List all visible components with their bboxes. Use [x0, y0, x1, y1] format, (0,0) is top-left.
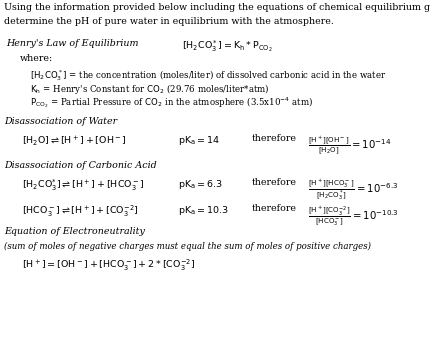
- Text: $\mathrm{K_h}$ = Henry's Constant for $\mathrm{CO_2}$ (29.76 moles/liter*atm): $\mathrm{K_h}$ = Henry's Constant for $\…: [30, 82, 269, 96]
- Text: Disassociation of Water: Disassociation of Water: [4, 117, 117, 126]
- Text: $[\mathrm{H_2CO_3^*}] = \mathrm{K_h}*\mathrm{P_{CO_2}}$: $[\mathrm{H_2CO_3^*}] = \mathrm{K_h}*\ma…: [181, 39, 272, 54]
- Text: $[\mathrm{HCO_3^-}] \rightleftharpoons [\mathrm{H^+}] +[\mathrm{CO_3^{-2}}]$: $[\mathrm{HCO_3^-}] \rightleftharpoons […: [22, 204, 138, 219]
- Text: Equation of Electroneutrality: Equation of Electroneutrality: [4, 227, 144, 236]
- Text: determine the pH of pure water in equilibrium with the atmosphere.: determine the pH of pure water in equili…: [4, 18, 333, 27]
- Text: $[\mathrm{H_2CO_3^{*}}] \rightleftharpoons [\mathrm{H^+}] +[\mathrm{HCO_3^-}]$: $[\mathrm{H_2CO_3^{*}}] \rightleftharpoo…: [22, 178, 144, 193]
- Text: therefore: therefore: [252, 134, 296, 143]
- Text: $\mathrm{pK_a} = 14$: $\mathrm{pK_a} = 14$: [178, 134, 219, 147]
- Text: $\frac{[\mathrm{H^+}][\mathrm{CO_3^{-2}}]}{[\mathrm{HCO_3^-}]} = 10^{-10.3}$: $\frac{[\mathrm{H^+}][\mathrm{CO_3^{-2}}…: [307, 204, 398, 228]
- Text: $[\mathrm{H^+}] = [\mathrm{OH^-}] + [\mathrm{HCO_3^-}] + 2*[\mathrm{CO_3^{-2}}]$: $[\mathrm{H^+}] = [\mathrm{OH^-}] + [\ma…: [22, 258, 195, 273]
- Text: $\frac{[\mathrm{H^+}][\mathrm{OH^-}]}{[\mathrm{H_2O}]} = 10^{-14}$: $\frac{[\mathrm{H^+}][\mathrm{OH^-}]}{[\…: [307, 134, 390, 157]
- Text: $[\mathrm{H_2CO_3^*}]$ = the concentration (moles/liter) of dissolved carbonic a: $[\mathrm{H_2CO_3^*}]$ = the concentrati…: [30, 68, 386, 83]
- Text: Disassociation of Carbonic Acid: Disassociation of Carbonic Acid: [4, 161, 157, 170]
- Text: $\frac{[\mathrm{H^+}][\mathrm{HCO_3^-}]}{[\mathrm{H_2CO_3^*}]} = 10^{-6.3}$: $\frac{[\mathrm{H^+}][\mathrm{HCO_3^-}]}…: [307, 178, 397, 202]
- Text: therefore: therefore: [252, 178, 296, 187]
- Text: Using the information provided below including the equations of chemical equilib: Using the information provided below inc…: [4, 3, 430, 12]
- Text: $\mathrm{pK_a} = 10.3$: $\mathrm{pK_a} = 10.3$: [178, 204, 228, 217]
- Text: Henry's Law of Equilibrium: Henry's Law of Equilibrium: [6, 39, 138, 48]
- Text: $\mathrm{pK_a} = 6.3$: $\mathrm{pK_a} = 6.3$: [178, 178, 222, 191]
- Text: where:: where:: [20, 54, 53, 63]
- Text: $\mathrm{P_{CO_2}}$ = Partial Pressure of $\mathrm{CO_2}$ in the atmosphere (3.5: $\mathrm{P_{CO_2}}$ = Partial Pressure o…: [30, 95, 313, 110]
- Text: $[\mathrm{H_2O}] \rightleftharpoons [\mathrm{H^+}] + [\mathrm{OH^-}]$: $[\mathrm{H_2O}] \rightleftharpoons [\ma…: [22, 134, 126, 148]
- Text: therefore: therefore: [252, 204, 296, 213]
- Text: (sum of moles of negative charges must equal the sum of moles of positive charge: (sum of moles of negative charges must e…: [4, 242, 370, 251]
